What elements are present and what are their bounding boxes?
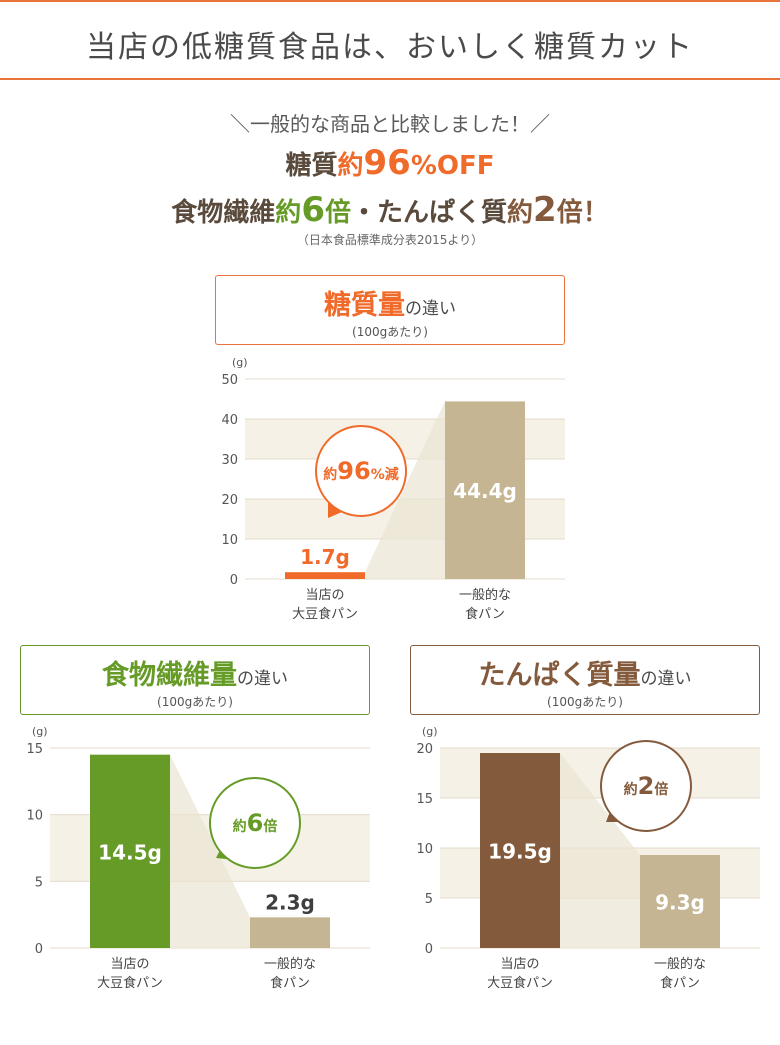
fiber-value-label-2: 2.3g — [265, 890, 315, 914]
sugar-category-label: 食パン — [465, 606, 505, 622]
fiber-chart-title-box: 食物繊維量の違い (100gあたり) — [20, 645, 370, 715]
headline-fiber-about: 約 — [275, 198, 302, 228]
sugar-y-tick-label: 10 — [221, 533, 238, 548]
protein-chart-title-suffix: の違い — [640, 669, 692, 689]
fiber-chart-subtitle: (100gあたり) — [157, 695, 233, 709]
sugar-y-tick-label: 40 — [221, 413, 238, 428]
protein-y-unit: (g) — [422, 725, 438, 738]
protein-bar-2 — [640, 855, 720, 948]
fiber-y-tick-label: 0 — [35, 942, 43, 957]
sugar-callout-circle — [315, 425, 407, 517]
sugar-category-label: 大豆食パン — [292, 606, 358, 622]
page-title: 当店の低糖質食品は、おいしく糖質カット — [86, 30, 694, 65]
protein-y-tick-label: 20 — [416, 742, 433, 757]
fiber-callout-text: 約6倍 — [233, 809, 278, 837]
fiber-y-tick-label: 5 — [35, 875, 43, 890]
sugar-y-tick-label: 0 — [230, 573, 238, 588]
fiber-bar-1 — [90, 754, 170, 948]
sugar-category-label: 一般的な — [459, 587, 511, 603]
protein-chart-subtitle: (100gあたり) — [547, 695, 623, 709]
fiber-callout-circle — [209, 777, 301, 869]
sugar-y-tick-label: 30 — [221, 453, 238, 468]
protein-chart-title: たんぱく質量の違い — [411, 653, 759, 692]
protein-chart-title-main: たんぱく質量 — [478, 660, 641, 691]
headline-sugar: 糖質 — [285, 151, 338, 181]
header-bar: 当店の低糖質食品は、おいしく糖質カット — [0, 0, 780, 80]
sugar-value-label-2: 44.4g — [453, 479, 517, 503]
protein-callout-circle — [600, 740, 692, 832]
protein-value-label-2: 9.3g — [655, 891, 705, 915]
protein-chart-title-box: たんぱく質量の違い (100gあたり) — [410, 645, 760, 715]
sugar-chart-title-suffix: の違い — [405, 299, 456, 319]
protein-value-label-1: 19.5g — [488, 840, 552, 864]
fiber-y-tick-label: 15 — [26, 742, 43, 757]
sugar-y-unit: (g) — [232, 356, 248, 369]
fiber-connector — [170, 754, 250, 948]
sugar-chart-title-main: 糖質量 — [324, 290, 405, 321]
sugar-bar-2 — [445, 401, 525, 579]
headline-protein-times: 倍！ — [556, 198, 609, 228]
protein-category-label: 当店の — [500, 957, 539, 972]
headline-fiber-times: 倍 — [324, 198, 351, 228]
fiber-bar-2 — [250, 917, 330, 948]
protein-y-tick-label: 0 — [425, 942, 433, 957]
sugar-y-tick-label: 20 — [221, 493, 238, 508]
fiber-category-label: 一般的な — [264, 956, 316, 972]
source-note: （日本食品標準成分表2015より） — [296, 233, 484, 247]
sugar-callout-text: 約96%減 — [323, 457, 398, 485]
fiber-protein-headline: 食物繊維約6倍・たんぱく質約2倍！ — [0, 190, 780, 230]
sugar-y-tick-label: 50 — [221, 373, 238, 388]
fiber-y-unit: (g) — [32, 725, 48, 738]
protein-bar-1 — [480, 753, 560, 948]
headline-about: 約 — [337, 151, 364, 181]
protein-category-label: 食パン — [660, 975, 700, 991]
headline-fiber-number: 6 — [301, 190, 325, 230]
headline-protein-about: 約 — [507, 198, 534, 228]
sugar-value-label-1: 1.7g — [300, 545, 350, 569]
sugar-chart-subtitle: (100gあたり) — [352, 325, 428, 339]
headline-fiber: 食物繊維 — [171, 198, 276, 228]
protein-connector — [560, 753, 640, 948]
fiber-category-label: 食パン — [270, 975, 310, 991]
fiber-chart-title-suffix: の違い — [237, 669, 288, 689]
fiber-y-tick-label: 10 — [26, 809, 43, 824]
headline-off: %OFF — [410, 151, 495, 181]
protein-y-tick-label: 5 — [425, 892, 433, 907]
comparison-lead: ＼一般的な商品と比較しました！／ — [230, 112, 550, 136]
fiber-chart-title-main: 食物繊維量 — [102, 660, 237, 691]
protein-y-tick-label: 10 — [416, 842, 433, 857]
sugar-category-label: 当店の — [305, 588, 344, 603]
fiber-category-label: 当店の — [110, 957, 149, 972]
sugar-chart-title: 糖質量の違い — [216, 283, 564, 322]
protein-category-label: 一般的な — [654, 956, 706, 972]
protein-category-label: 大豆食パン — [487, 975, 553, 991]
fiber-value-label-1: 14.5g — [98, 840, 162, 864]
headline-sugar-number: 96 — [363, 143, 411, 183]
headline-protein-number: 2 — [533, 190, 557, 230]
fiber-category-label: 大豆食パン — [97, 975, 163, 991]
fiber-chart-title: 食物繊維量の違い — [21, 653, 369, 692]
sugar-off-headline: 糖質約96%OFF — [0, 143, 780, 183]
sugar-bar-1 — [285, 572, 365, 579]
sugar-connector — [365, 401, 445, 579]
sugar-chart-title-box: 糖質量の違い (100gあたり) — [215, 275, 565, 345]
headline-protein: ・たんぱく質 — [351, 198, 508, 228]
protein-callout-text: 約2倍 — [624, 772, 669, 800]
protein-y-tick-label: 15 — [416, 792, 433, 807]
